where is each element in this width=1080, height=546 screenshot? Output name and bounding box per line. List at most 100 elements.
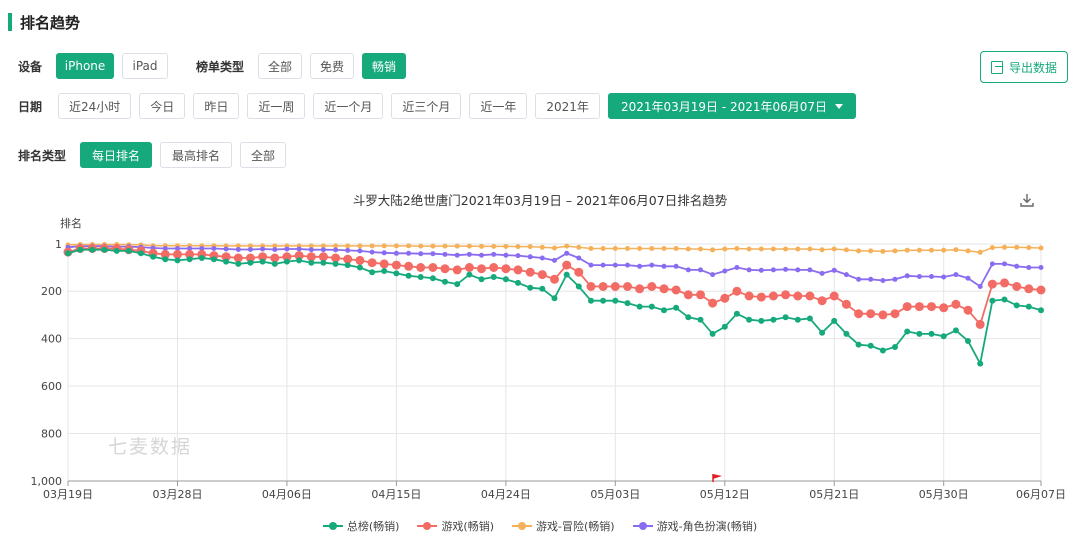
data-point[interactable] — [527, 254, 533, 260]
data-point[interactable] — [1012, 282, 1022, 291]
data-point[interactable] — [527, 284, 534, 291]
data-point[interactable] — [868, 276, 874, 282]
data-point[interactable] — [1024, 284, 1034, 294]
data-point[interactable] — [829, 291, 839, 301]
data-point[interactable] — [951, 299, 961, 309]
data-point[interactable] — [320, 259, 327, 266]
data-point[interactable] — [987, 279, 997, 289]
legend-item[interactable]: 游戏(畅销) — [417, 518, 494, 534]
data-point[interactable] — [162, 246, 168, 251]
date-3months-button[interactable]: 近三个月 — [391, 93, 462, 119]
data-point[interactable] — [963, 305, 973, 315]
data-point[interactable] — [393, 270, 400, 277]
data-point[interactable] — [320, 247, 326, 253]
date-24h-button[interactable]: 近24小时 — [58, 93, 132, 119]
data-point[interactable] — [199, 246, 205, 251]
data-point[interactable] — [101, 246, 108, 253]
data-point[interactable] — [940, 333, 947, 340]
data-point[interactable] — [235, 247, 241, 252]
data-point[interactable] — [892, 344, 898, 350]
legend-item[interactable]: 总榜(畅销) — [322, 518, 399, 534]
device-ipad-button[interactable]: iPad — [122, 53, 169, 79]
data-point[interactable] — [271, 260, 278, 267]
data-point[interactable] — [953, 247, 959, 253]
data-point[interactable] — [843, 272, 849, 278]
legend-item[interactable]: 游戏-冒险(畅销) — [512, 518, 615, 534]
data-point[interactable] — [817, 296, 827, 306]
data-point[interactable] — [502, 276, 509, 283]
data-point[interactable] — [965, 248, 971, 254]
data-point[interactable] — [819, 247, 825, 253]
data-point[interactable] — [977, 360, 984, 367]
data-point[interactable] — [866, 309, 876, 319]
data-point[interactable] — [1036, 285, 1046, 295]
data-point[interactable] — [770, 267, 776, 273]
data-point[interactable] — [586, 282, 596, 291]
data-point[interactable] — [843, 247, 849, 253]
data-point[interactable] — [722, 268, 728, 274]
data-point[interactable] — [709, 330, 716, 337]
date-2021-button[interactable]: 2021年 — [535, 93, 600, 119]
data-point[interactable] — [173, 249, 182, 259]
data-point[interactable] — [185, 249, 195, 259]
data-point[interactable] — [418, 243, 424, 249]
data-point[interactable] — [417, 274, 424, 280]
data-point[interactable] — [1038, 265, 1044, 270]
data-point[interactable] — [856, 248, 862, 254]
data-point[interactable] — [430, 243, 436, 249]
data-point[interactable] — [661, 263, 667, 269]
data-point[interactable] — [539, 244, 545, 250]
data-point[interactable] — [294, 251, 304, 261]
data-point[interactable] — [574, 267, 584, 277]
data-point[interactable] — [734, 265, 740, 270]
data-point[interactable] — [551, 295, 558, 302]
data-point[interactable] — [1014, 263, 1020, 269]
data-point[interactable] — [575, 283, 582, 290]
data-point[interactable] — [916, 274, 922, 279]
data-point[interactable] — [283, 258, 290, 265]
download-icon[interactable] — [1019, 192, 1035, 208]
data-point[interactable] — [612, 262, 618, 268]
data-point[interactable] — [661, 246, 667, 251]
data-point[interactable] — [649, 246, 655, 251]
data-point[interactable] — [564, 250, 570, 256]
data-point[interactable] — [318, 252, 328, 262]
data-point[interactable] — [1001, 296, 1008, 303]
data-point[interactable] — [929, 274, 934, 279]
data-point[interactable] — [625, 262, 630, 268]
data-point[interactable] — [537, 270, 547, 280]
data-point[interactable] — [393, 243, 399, 249]
data-point[interactable] — [685, 246, 691, 252]
data-point[interactable] — [952, 327, 959, 334]
data-point[interactable] — [406, 250, 412, 256]
data-point[interactable] — [649, 262, 655, 268]
data-point[interactable] — [989, 261, 995, 267]
data-point[interactable] — [406, 243, 412, 249]
data-point[interactable] — [768, 291, 778, 301]
data-point[interactable] — [247, 259, 254, 266]
data-point[interactable] — [855, 341, 862, 348]
data-point[interactable] — [588, 246, 594, 251]
data-point[interactable] — [331, 253, 341, 263]
data-point[interactable] — [393, 250, 399, 256]
data-point[interactable] — [783, 266, 789, 272]
data-point[interactable] — [515, 279, 521, 286]
data-point[interactable] — [710, 272, 716, 278]
data-point[interactable] — [345, 243, 351, 249]
data-point[interactable] — [758, 317, 765, 324]
data-point[interactable] — [600, 297, 607, 304]
data-point[interactable] — [770, 246, 776, 252]
data-point[interactable] — [416, 263, 426, 272]
data-point[interactable] — [671, 285, 681, 295]
data-point[interactable] — [355, 255, 365, 265]
data-point[interactable] — [625, 246, 630, 251]
data-point[interactable] — [685, 267, 691, 273]
data-point[interactable] — [806, 315, 813, 322]
data-point[interactable] — [477, 264, 486, 274]
data-point[interactable] — [89, 246, 96, 253]
data-point[interactable] — [356, 264, 363, 271]
data-point[interactable] — [210, 256, 217, 263]
data-point[interactable] — [685, 314, 692, 321]
data-point[interactable] — [270, 253, 280, 263]
data-point[interactable] — [272, 243, 278, 249]
